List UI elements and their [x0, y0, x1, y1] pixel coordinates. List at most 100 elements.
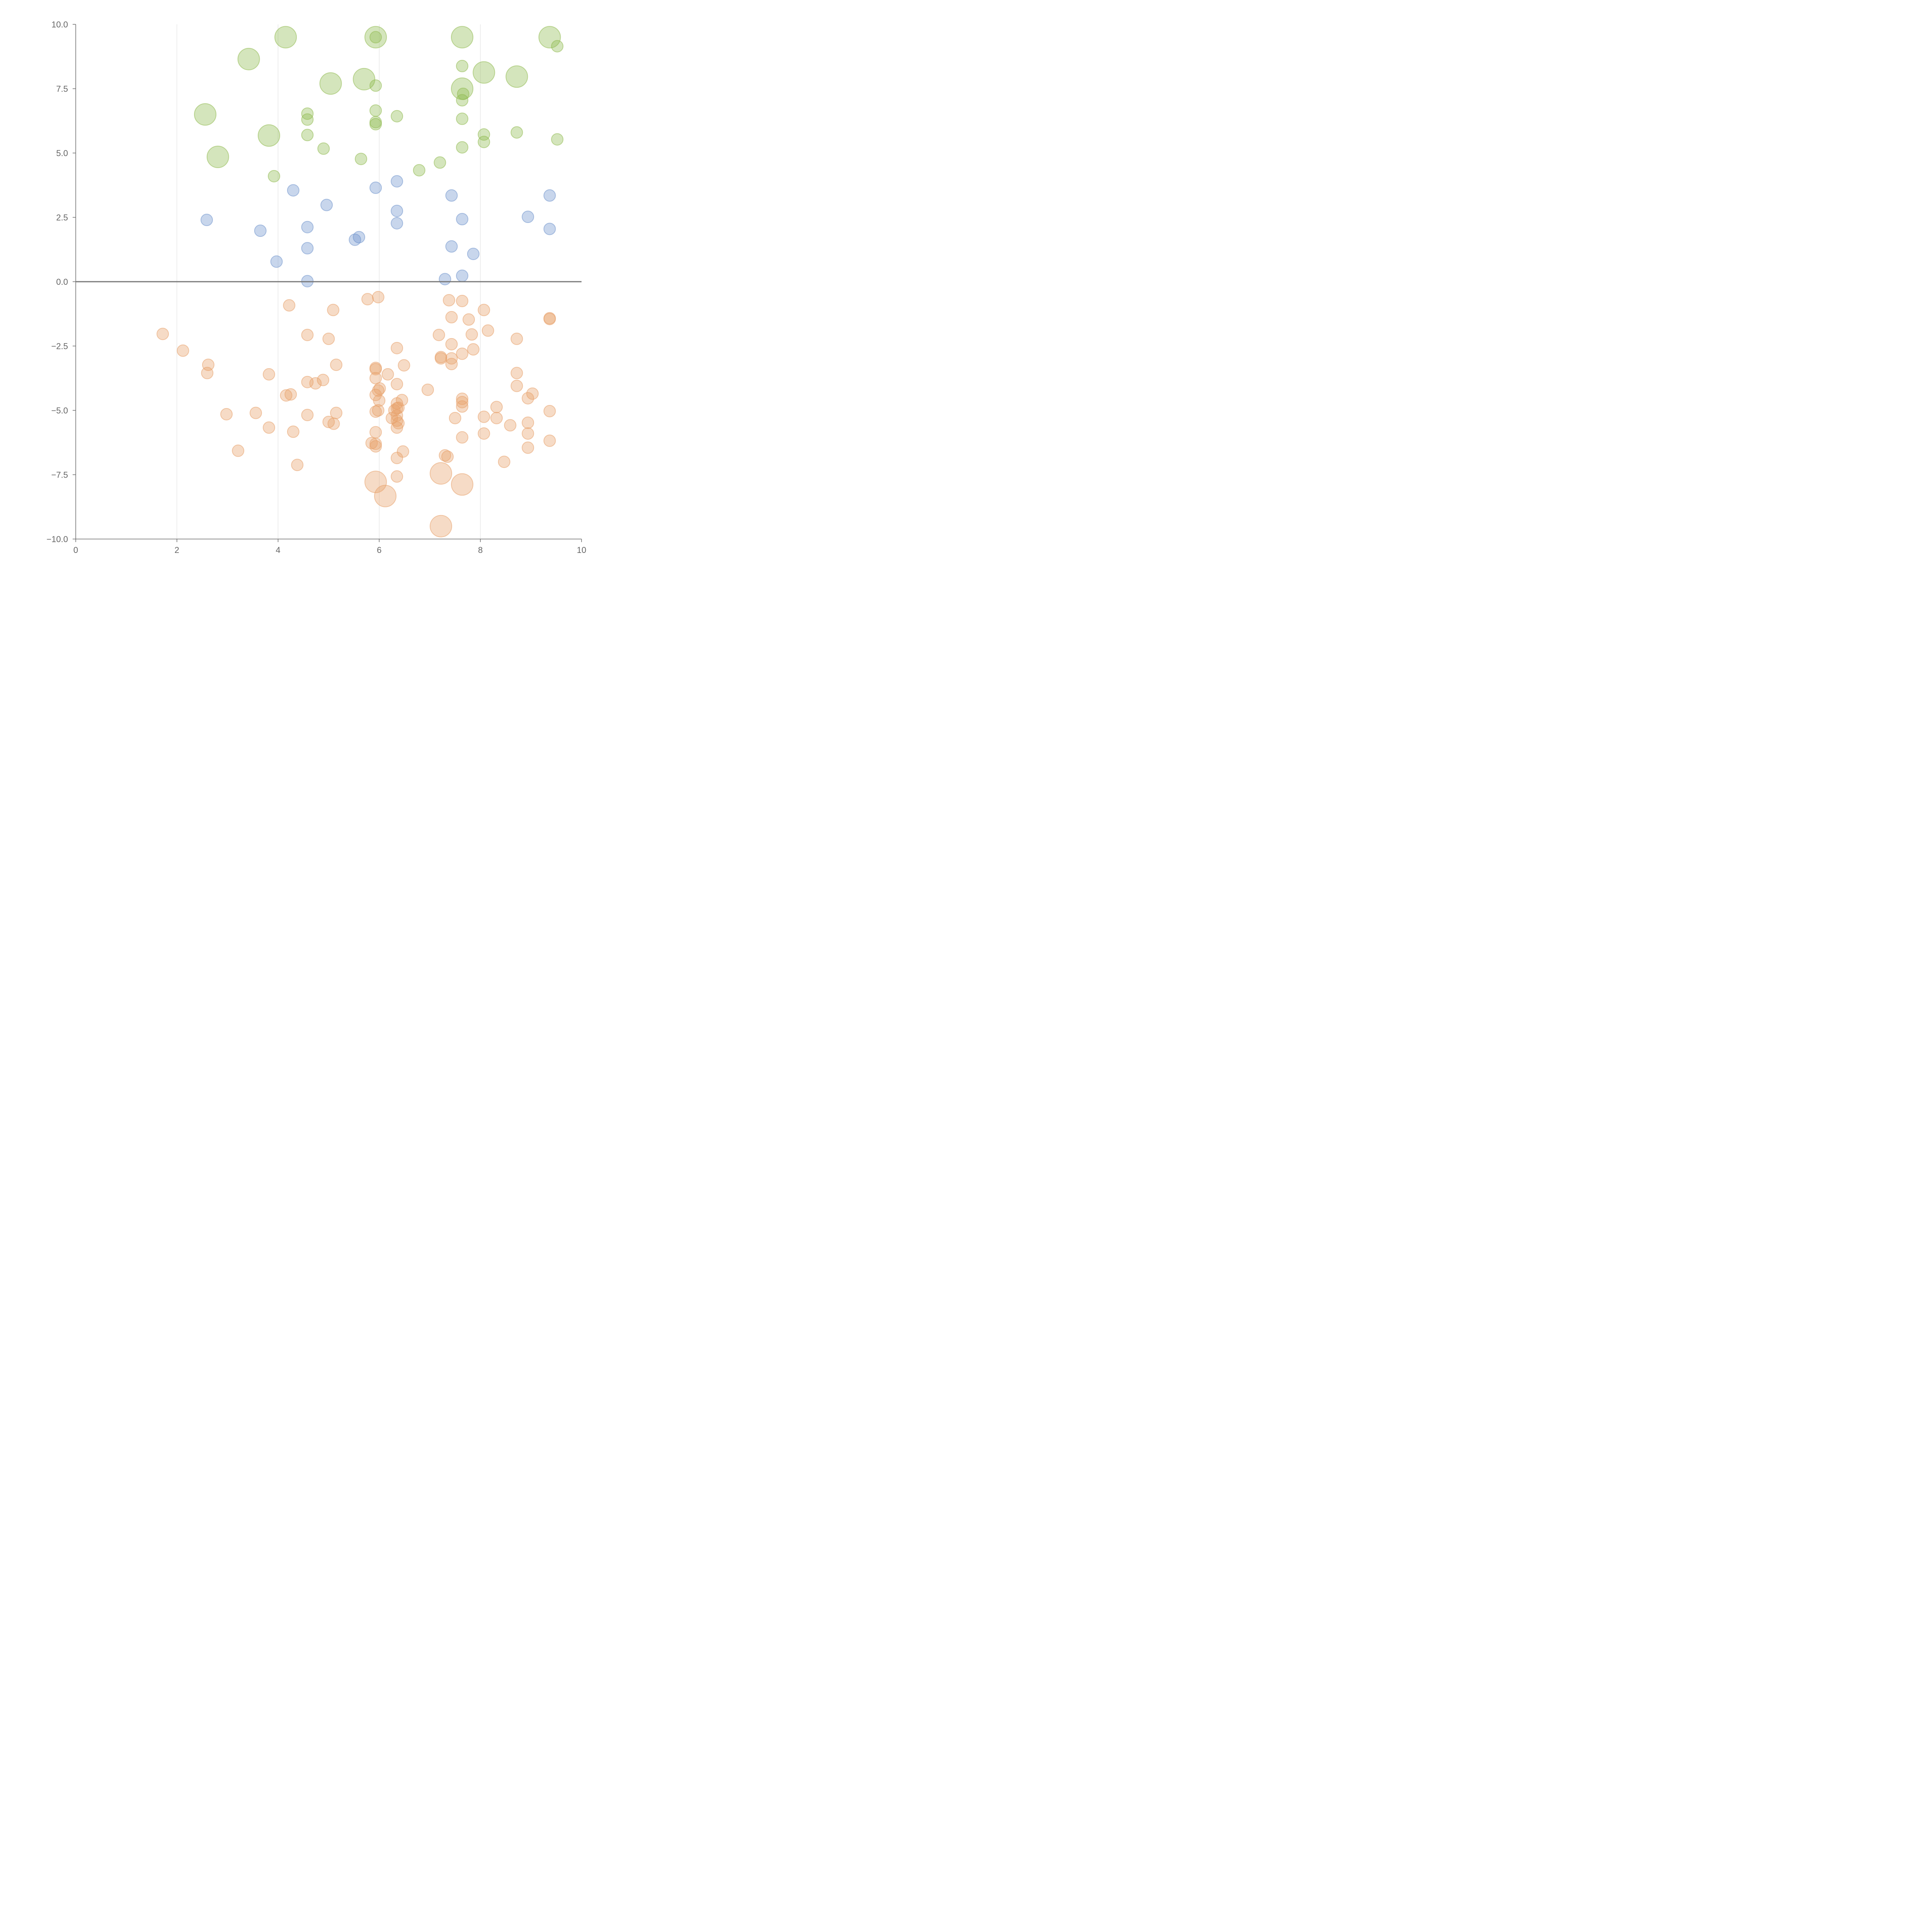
data-point-orange [301, 408, 314, 421]
data-point-green [258, 124, 281, 147]
axes: −10.0 −7.5 −5.0 −2.5 0.0 2.5 5.0 7.5 10.0 0 2 4 6 8 10 [46, 20, 586, 555]
data-point-orange [364, 471, 387, 493]
data-point-blue [543, 189, 556, 202]
y-tick-label: 7.5 [56, 84, 68, 94]
data-point-orange [504, 419, 517, 432]
data-point-green [369, 104, 382, 117]
data-point-green [364, 26, 387, 49]
data-point-orange [287, 425, 299, 438]
y-tick-label: −2.5 [51, 342, 68, 351]
data-point-blue [456, 213, 469, 226]
data-point-orange [543, 434, 556, 447]
data-point-orange [365, 437, 378, 449]
data-point-blue [391, 175, 403, 188]
data-point-orange [430, 462, 452, 485]
data-point-green [391, 110, 403, 122]
data-point-green [538, 26, 561, 49]
y-tick-label: −7.5 [51, 470, 68, 480]
data-point-orange [301, 328, 314, 341]
y-tick-label: 2.5 [56, 213, 68, 223]
data-point-orange [330, 359, 343, 371]
data-point-blue [349, 233, 361, 246]
data-point-orange [284, 388, 297, 401]
data-point-orange [177, 344, 189, 357]
y-tick-label: 0.0 [56, 277, 68, 287]
data-point-orange [232, 444, 245, 457]
data-point-orange [361, 293, 374, 306]
data-point-blue [391, 204, 403, 217]
y-tick-label: −10.0 [46, 534, 68, 544]
data-point-blue [369, 181, 382, 194]
data-point-orange [369, 405, 382, 418]
data-point-green [369, 79, 382, 92]
data-point-green [551, 133, 564, 146]
data-point-orange [467, 343, 480, 356]
x-tick-label: 4 [276, 545, 280, 555]
x-tick-label: 10 [577, 545, 586, 555]
data-point-orange [373, 382, 386, 395]
x-tick-label: 0 [73, 545, 78, 555]
data-point-orange [449, 412, 461, 424]
data-point-orange [327, 304, 340, 316]
data-point-orange [381, 368, 394, 381]
data-point-orange [369, 437, 382, 450]
data-point-blue [254, 224, 267, 237]
data-point-orange [456, 347, 469, 360]
data-point-blue [301, 242, 314, 255]
data-point-orange [543, 405, 556, 417]
data-point-blue [439, 273, 451, 286]
data-point-orange [543, 313, 556, 325]
data-point-green [456, 112, 469, 125]
data-point-orange [391, 342, 403, 354]
data-point-orange [391, 421, 403, 434]
data-point-orange [456, 396, 469, 408]
data-point-orange [391, 378, 403, 391]
y-tick-label: −5.0 [51, 406, 68, 415]
data-point-blue [391, 217, 403, 230]
data-point-green [413, 164, 425, 177]
data-point-orange [369, 363, 382, 376]
data-point-green [434, 156, 446, 169]
data-point-blue [301, 221, 314, 233]
x-tick-label: 2 [175, 545, 179, 555]
data-point-orange [445, 338, 458, 350]
data-point-green [456, 141, 469, 154]
data-point-orange [374, 485, 397, 507]
data-point-orange [478, 427, 490, 440]
data-point-orange [369, 440, 382, 453]
data-point-orange [526, 387, 539, 400]
data-point-green [369, 118, 382, 131]
data-point-orange [478, 410, 490, 423]
data-point-green [237, 48, 260, 70]
data-point-green [551, 40, 564, 53]
data-point-green [505, 65, 528, 88]
y-tick-label: 5.0 [56, 148, 68, 158]
data-point-orange [432, 328, 445, 341]
data-point-orange [250, 406, 262, 419]
bubble-chart: −10.0 −7.5 −5.0 −2.5 0.0 2.5 5.0 7.5 10.0 0 2 4 6 8 10 [46, 20, 586, 555]
data-point-orange [369, 372, 382, 384]
data-point-green [268, 170, 281, 182]
x-tick-label: 6 [377, 545, 381, 555]
data-point-orange [443, 294, 456, 306]
data-point-orange [478, 304, 490, 316]
data-point-blue [456, 269, 469, 282]
data-point-blue [522, 211, 534, 223]
y-tick-label: 10.0 [51, 20, 68, 29]
data-point-orange [280, 389, 293, 402]
data-point-orange [322, 332, 335, 345]
data-point-orange [456, 294, 469, 307]
data-point-green [355, 153, 367, 165]
data-point-blue [270, 255, 283, 268]
data-point-green [473, 61, 495, 84]
data-point-orange [369, 426, 382, 439]
data-point-orange [201, 367, 214, 379]
data-point-blue [287, 184, 299, 197]
data-point-orange [456, 400, 469, 413]
data-point-orange [490, 412, 503, 424]
data-point-green [301, 129, 314, 141]
data-point-orange [445, 358, 458, 371]
data-point-orange [451, 473, 474, 496]
series-green [194, 26, 564, 182]
data-point-green [206, 145, 229, 168]
